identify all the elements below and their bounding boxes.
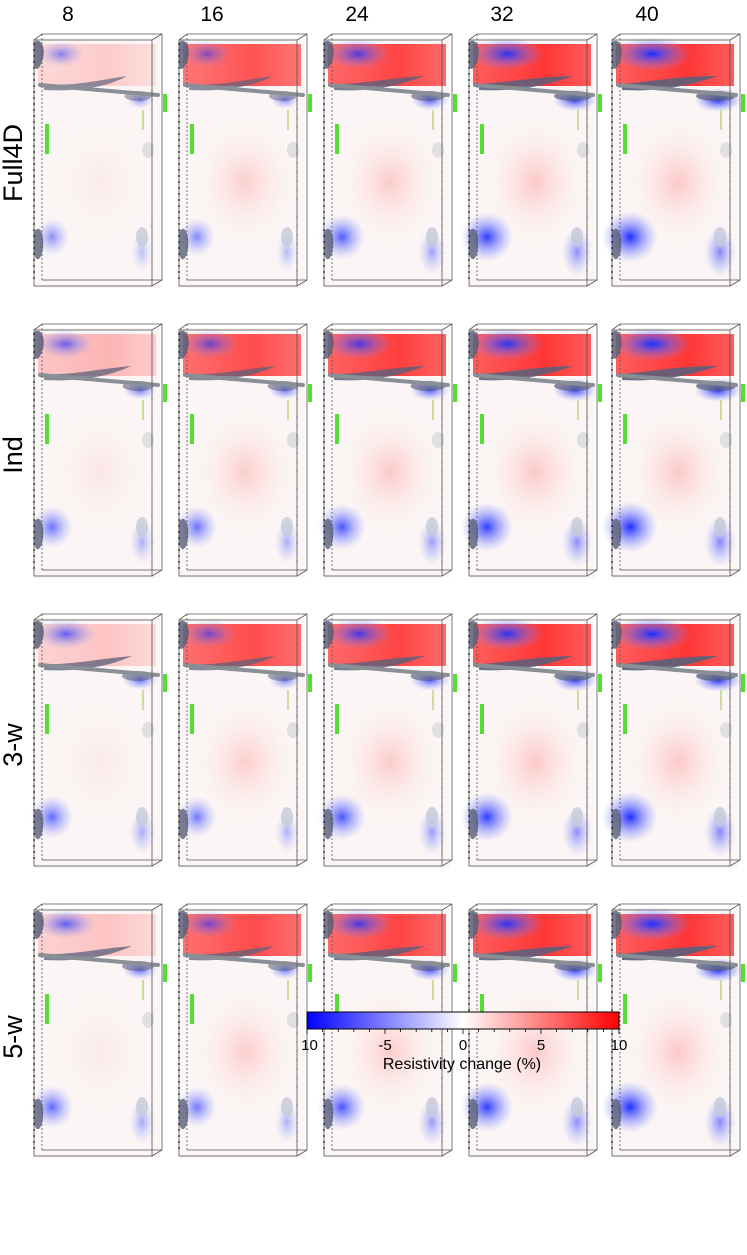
column-header-32: 32 bbox=[490, 3, 514, 26]
panel-3w-8 bbox=[30, 613, 167, 868]
panel-5w-24 bbox=[318, 903, 457, 1158]
panel-full4d-24 bbox=[318, 33, 457, 288]
colorbar-tick-label: 0 bbox=[459, 1037, 467, 1054]
panel-5w-16 bbox=[177, 903, 312, 1158]
row-label-ind: Ind bbox=[0, 436, 28, 474]
row-label-full4d: Full4D bbox=[0, 123, 28, 203]
column-header-40: 40 bbox=[635, 3, 659, 26]
column-header-24: 24 bbox=[345, 3, 369, 26]
panel-ind-8 bbox=[31, 323, 167, 578]
panel-full4d-16 bbox=[178, 33, 312, 288]
colorbar-tick-label: 10 bbox=[611, 1037, 628, 1054]
panel-ind-32 bbox=[460, 323, 602, 578]
column-header-16: 16 bbox=[200, 3, 224, 26]
colorbar-tick-label: -5 bbox=[378, 1037, 391, 1054]
column-header-8: 8 bbox=[62, 3, 74, 26]
panel-full4d-32 bbox=[460, 33, 602, 288]
panel-ind-40 bbox=[602, 323, 745, 578]
panel-5w-40 bbox=[602, 903, 745, 1158]
panel-5w-8 bbox=[30, 903, 167, 1158]
colorbar-title: Resistivity change (%) bbox=[382, 1056, 542, 1073]
colorbar-gradient bbox=[306, 1011, 620, 1030]
panel-full4d-40 bbox=[602, 33, 745, 288]
row-label-5w: 5-w bbox=[0, 1015, 28, 1059]
colorbar-tick-label: -10 bbox=[302, 1037, 318, 1054]
panel-3w-32 bbox=[460, 613, 602, 868]
row-label-3w: 3-w bbox=[0, 723, 28, 767]
panel-3w-24 bbox=[318, 613, 457, 868]
colorbar-tick-label: 5 bbox=[537, 1037, 545, 1054]
panel-3w-16 bbox=[177, 613, 312, 868]
panel-full4d-8 bbox=[33, 33, 167, 288]
colorbar: -10 -5 0 5 10 bbox=[296, 1010, 632, 1055]
panel-ind-24 bbox=[318, 323, 457, 578]
panel-ind-16 bbox=[176, 323, 312, 578]
colorbar-svg: -10 -5 0 5 10 bbox=[296, 1011, 628, 1054]
panel-3w-40 bbox=[602, 613, 745, 868]
